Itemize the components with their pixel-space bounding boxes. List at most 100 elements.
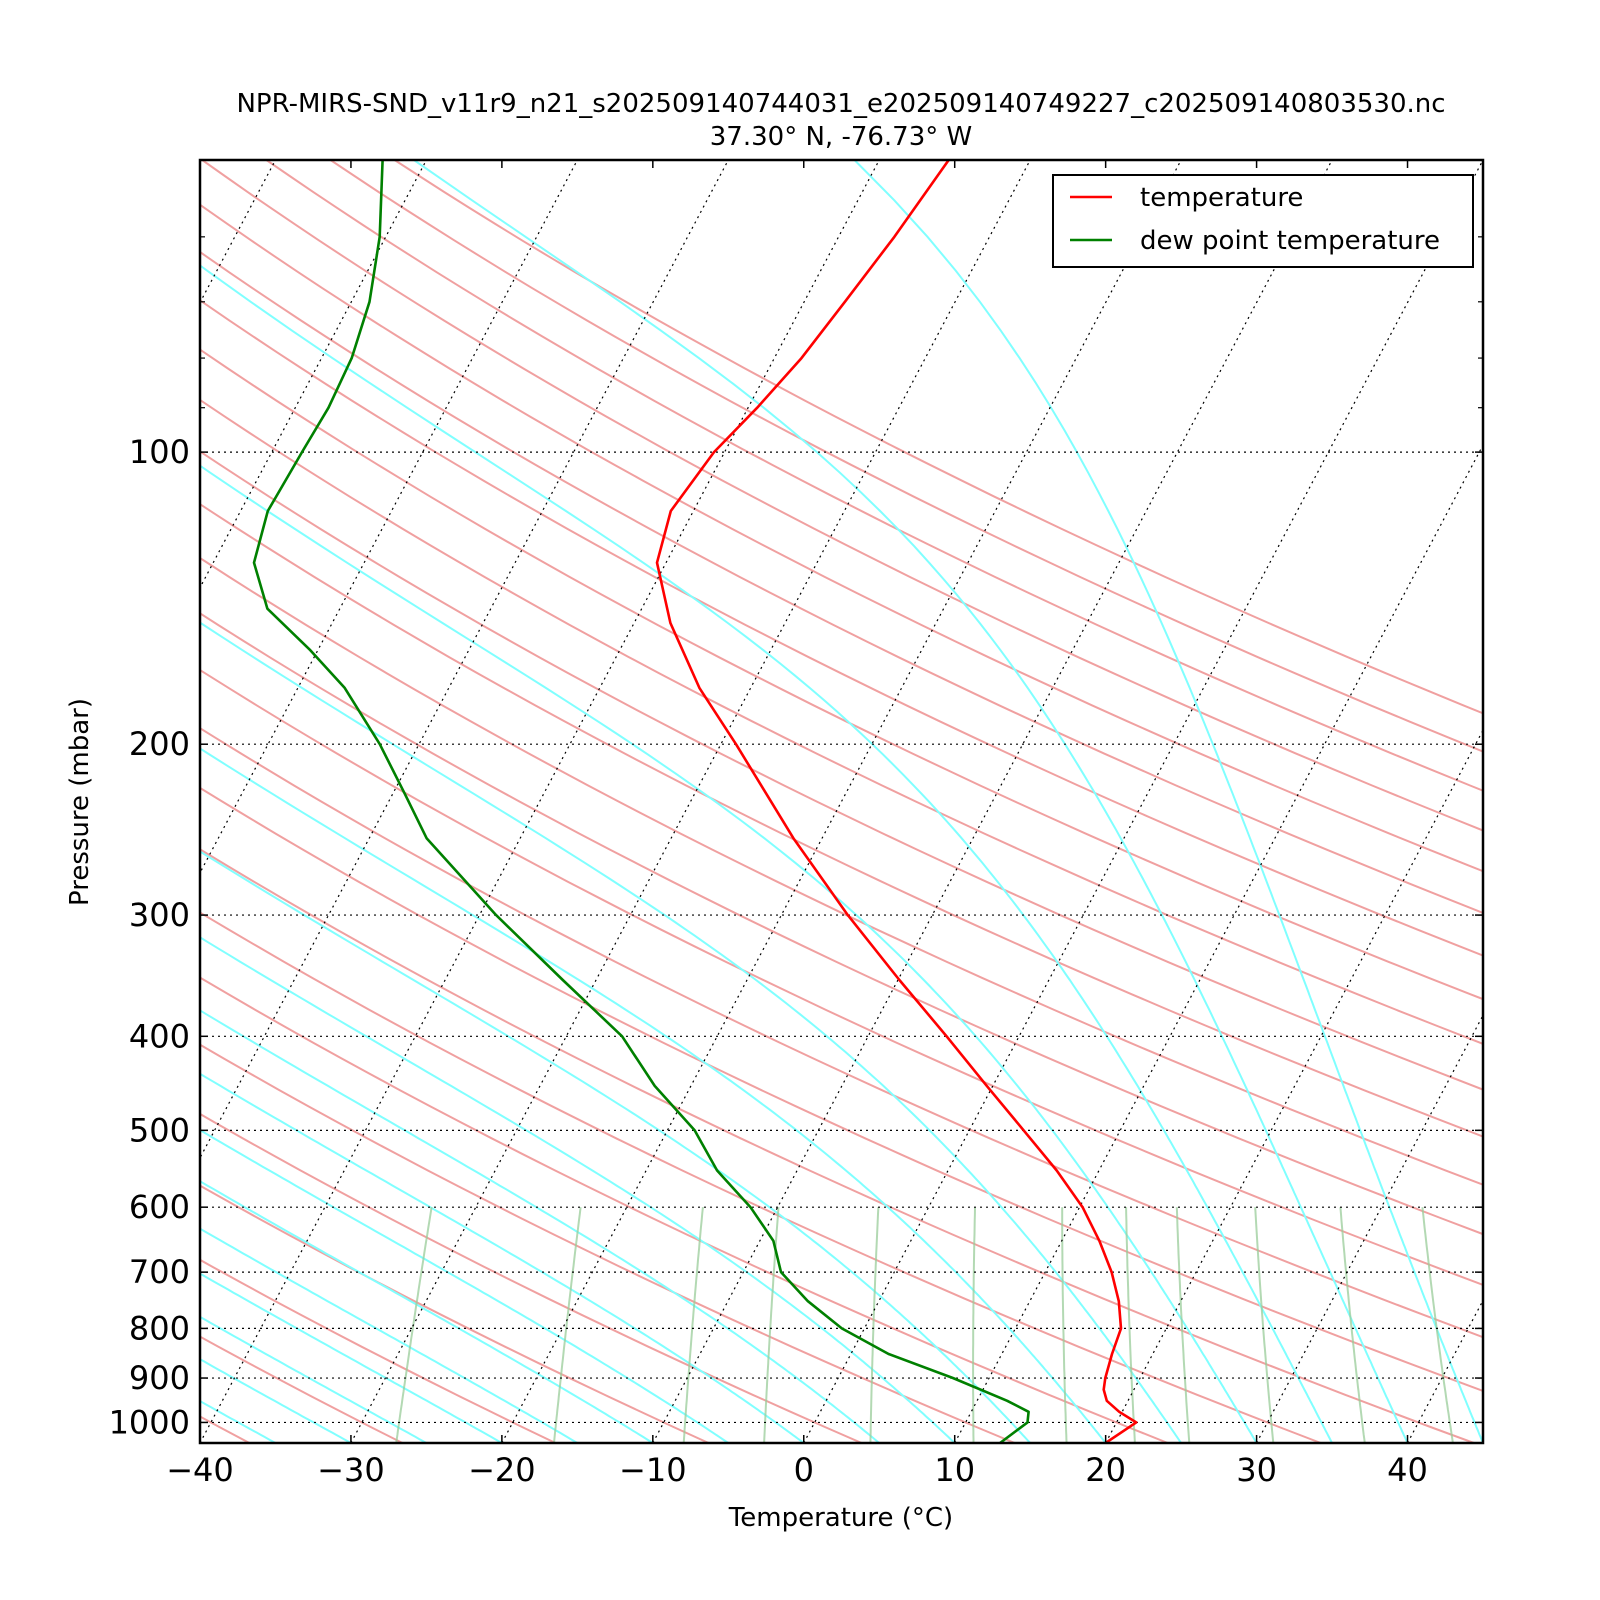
mixing-ratio-lines: [395, 1207, 1547, 1443]
dry-adiabat-line: [200, 668, 1483, 1286]
x-tick-label: −30: [317, 1451, 385, 1489]
dry-adiabat-line: [200, 299, 1483, 957]
dry-adiabat-line: [200, 1184, 710, 1443]
dewpoint-line: [252, 160, 1030, 1443]
isotherm-line: [803, 160, 1483, 1443]
dry-adiabat-line: [200, 976, 1169, 1443]
isotherm-line: [501, 160, 1182, 1443]
x-axis-ticks: −40 −30 −20 −10 0 10 20 30 40: [166, 160, 1428, 1489]
dry-adiabat-line: [265, 160, 1483, 792]
mixing-ratio-line: [1125, 1207, 1136, 1443]
moist-adiabat-line: [200, 747, 1107, 1443]
moist-adiabat-line: [200, 1180, 654, 1443]
x-tick-label: 0: [794, 1451, 814, 1489]
dry-adiabat-line: [200, 398, 1483, 1045]
x-tick-label: −10: [619, 1451, 687, 1489]
isotherm-line: [0, 160, 125, 1443]
dry-adiabat-line: [394, 160, 1483, 715]
isotherm-line: [200, 160, 880, 1443]
y-tick-label: 100: [129, 433, 190, 471]
moist-adiabat-line: [200, 850, 1031, 1443]
moist-adiabat-line: [200, 1227, 578, 1443]
legend-temperature-label: temperature: [1140, 183, 1303, 213]
moist-adiabats: [0, 160, 1483, 1443]
moist-adiabat-line: [200, 1072, 805, 1443]
isotherm-line: [200, 160, 277, 304]
moist-adiabat-line: [200, 1128, 729, 1443]
moist-adiabat-line: [200, 1358, 352, 1443]
moist-adiabat-line: [413, 160, 1409, 1443]
x-tick-label: −20: [468, 1451, 536, 1489]
mixing-ratio-line: [1339, 1207, 1366, 1443]
mixing-ratio-line: [1061, 1207, 1068, 1443]
pressure-gridlines: [200, 451, 1483, 1424]
legend: temperature dew point temperature: [1052, 174, 1474, 268]
dry-adiabat-line: [200, 502, 1483, 1138]
mixing-ratio-line: [972, 1207, 976, 1443]
dry-adiabat-line: [201, 160, 1483, 832]
temperature-line: [655, 160, 1138, 1443]
y-tick-label: 800: [129, 1309, 190, 1347]
isotherm-line: [1105, 728, 1483, 1443]
y-tick-label: 300: [129, 896, 190, 934]
dry-adiabat-line: [200, 848, 1475, 1443]
mixing-ratio-line: [869, 1207, 880, 1443]
isotherm-line: [200, 160, 729, 1160]
moist-adiabat-line: [200, 1272, 503, 1443]
dry-adiabats: [200, 160, 1483, 1443]
dry-adiabat-line: [200, 450, 1483, 1091]
dry-adiabat-line: [200, 726, 1483, 1339]
mixing-ratio-line: [763, 1207, 780, 1443]
dry-adiabat-line: [329, 160, 1483, 753]
mixing-ratio-line: [395, 1207, 433, 1443]
plot-area: [0, 160, 1600, 1443]
y-tick-label: 700: [129, 1253, 190, 1291]
y-tick-label: 400: [129, 1017, 190, 1055]
dry-adiabat-line: [200, 1415, 250, 1443]
dry-adiabat-line: [200, 1043, 1016, 1443]
dry-adiabat-line: [200, 556, 1483, 1186]
y-tick-label: 600: [129, 1188, 190, 1226]
x-tick-label: 10: [934, 1451, 975, 1489]
y-tick-label: 200: [129, 725, 190, 763]
dry-adiabat-line: [200, 250, 1483, 915]
x-tick-label: 30: [1236, 1451, 1277, 1489]
mixing-ratio-line: [553, 1207, 582, 1443]
plot-frame: [198, 158, 1485, 1445]
isotherm-line: [954, 443, 1483, 1443]
isotherm-line: [1558, 160, 1600, 1443]
dry-adiabat-line: [200, 348, 1483, 1001]
x-tick-label: 20: [1085, 1451, 1126, 1489]
dry-adiabat-line: [200, 1112, 862, 1443]
mixing-ratio-line: [1510, 1207, 1547, 1443]
x-tick-label: −40: [166, 1451, 234, 1489]
dry-adiabat-line: [200, 786, 1483, 1392]
moist-adiabat-line: [200, 1009, 880, 1443]
mixing-ratio-line: [682, 1207, 704, 1443]
x-tick-label: 40: [1387, 1451, 1428, 1489]
legend-dewpoint-label: dew point temperature: [1140, 226, 1440, 256]
chart-title: NPR-MIRS-SND_v11r9_n21_s202509140744031_…: [236, 89, 1445, 119]
moist-adiabat-line: [853, 160, 1483, 1443]
legend-box: [1052, 174, 1474, 268]
dry-adiabat-line: [200, 612, 1483, 1236]
moist-adiabat-line: [200, 464, 1258, 1443]
x-axis-label: Temperature (°C): [728, 1503, 953, 1533]
mixing-ratio-line: [1421, 1207, 1454, 1443]
y-tick-label: 500: [129, 1111, 190, 1149]
moist-adiabat-line: [200, 264, 1333, 1443]
y-axis-label: Pressure (mbar): [65, 698, 95, 906]
chart-subtitle: 37.30° N, -76.73° W: [710, 122, 972, 152]
y-axis-ticks: 100 200 300 400 500 600 700 800 900 1000: [109, 236, 1483, 1441]
isotherm-line: [1256, 1014, 1483, 1443]
mixing-ratio-line: [1254, 1207, 1275, 1443]
mixing-ratio-line: [1175, 1207, 1191, 1443]
y-tick-label: 900: [129, 1359, 190, 1397]
isotherm-line: [1406, 1299, 1483, 1443]
y-tick-label: 1000: [109, 1403, 190, 1441]
dry-adiabat-line: [200, 203, 1483, 873]
sounding-series: [252, 160, 1138, 1443]
moist-adiabat-line: [200, 1315, 427, 1443]
moist-adiabat-line: [0, 855, 125, 1443]
